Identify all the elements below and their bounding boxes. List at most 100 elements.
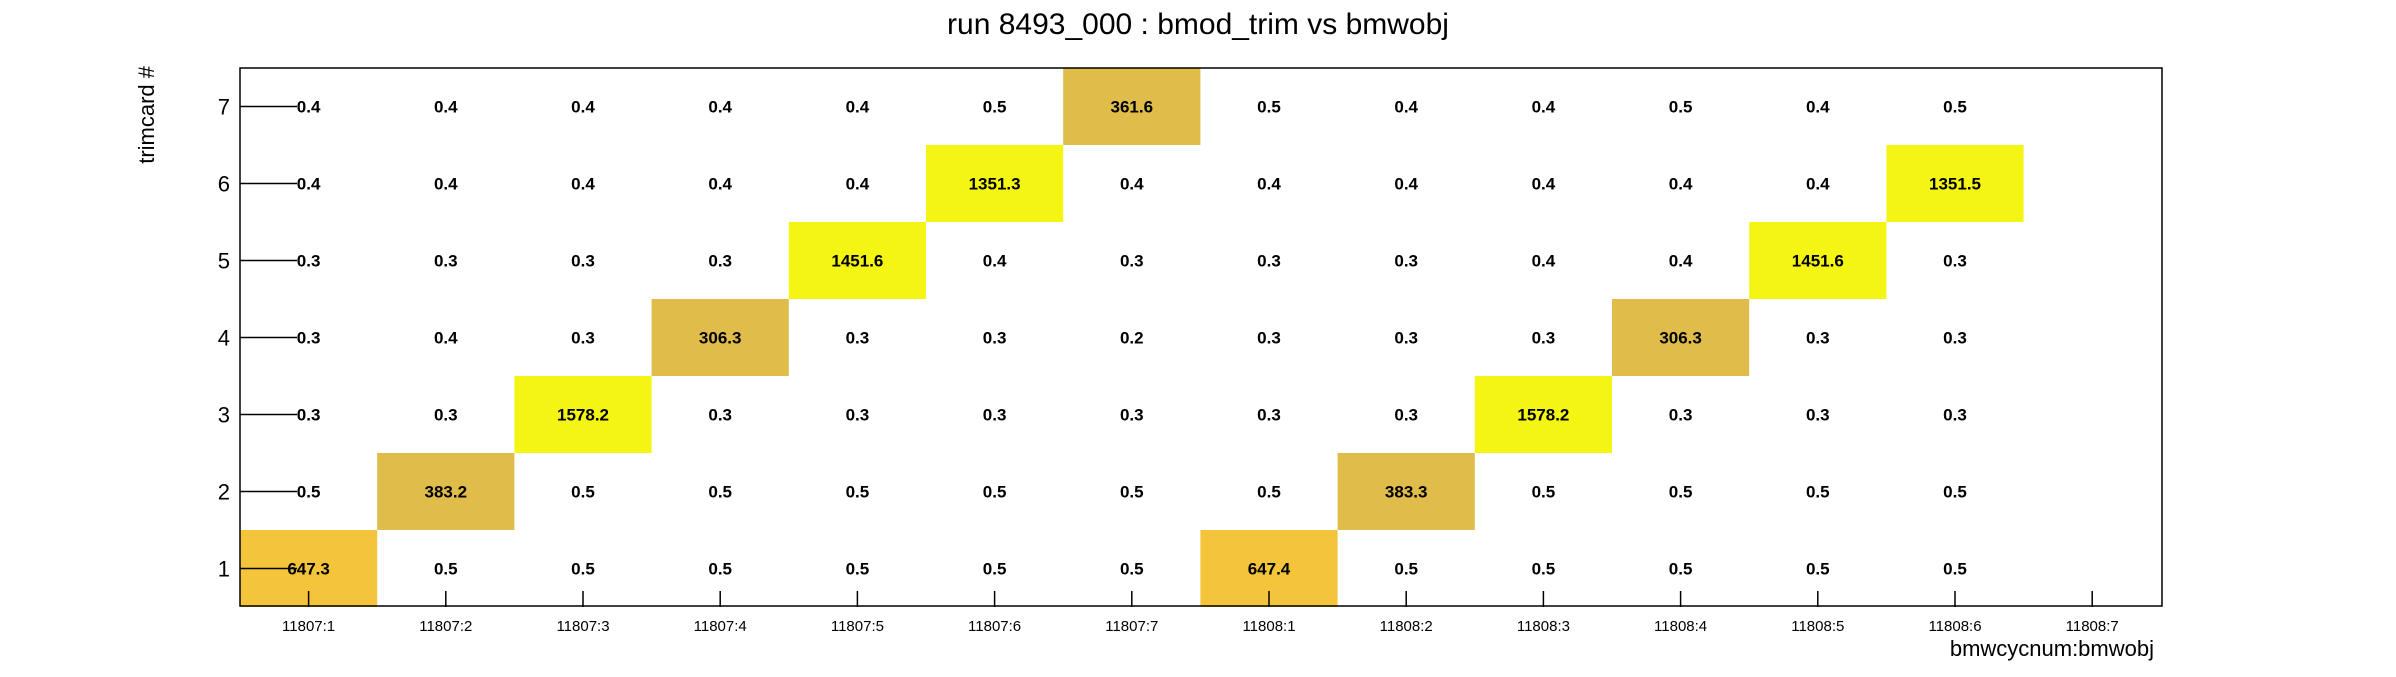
cell-value-label: 0.3 xyxy=(297,406,321,425)
cell-value-label: 0.2 xyxy=(1120,329,1144,348)
cell-value-label: 0.3 xyxy=(983,406,1007,425)
cell-value-label: 0.3 xyxy=(571,252,595,271)
cell-value-label: 0.3 xyxy=(1257,406,1281,425)
cell-value-label: 0.5 xyxy=(1394,560,1418,579)
cell-value-label: 0.5 xyxy=(983,483,1007,502)
cell-value-label: 0.3 xyxy=(1394,329,1418,348)
heatmap-cell xyxy=(926,145,1064,222)
cell-value-label: 0.5 xyxy=(1943,560,1967,579)
cell-labels-layer: 0.4 0.4 0.4 0.4 0.4 0.5 361.6 0.5 0.4 0.4 0.5 0.4 0.… xyxy=(287,98,1981,579)
heatmap-cell xyxy=(377,453,515,530)
x-axis-title: bmwcycnum:bmwobj xyxy=(1950,636,2154,661)
cell-value-label: 0.3 xyxy=(297,252,321,271)
cell-value-label: 0.4 xyxy=(1806,175,1830,194)
heatmap-cell xyxy=(788,222,926,299)
cell-value-label: 0.4 xyxy=(434,98,458,117)
cell-value-label: 361.6 xyxy=(1111,98,1154,117)
cell-value-label: 0.5 xyxy=(1669,483,1693,502)
cell-value-label: 306.3 xyxy=(1659,329,1702,348)
cell-value-label: 0.5 xyxy=(1120,560,1144,579)
heatmap-cell xyxy=(1749,222,1887,299)
y-tick-label: 7 xyxy=(218,95,230,120)
cell-value-label: 0.3 xyxy=(1532,329,1556,348)
cell-value-label: 0.4 xyxy=(1394,175,1418,194)
x-tick-label: 11807:7 xyxy=(1105,618,1158,635)
y-tick-label: 5 xyxy=(218,249,230,274)
cell-value-label: 0.3 xyxy=(708,406,732,425)
cell-value-label: 0.3 xyxy=(297,329,321,348)
heatmap-cell xyxy=(1886,145,2024,222)
cell-value-label: 0.4 xyxy=(297,98,321,117)
cell-value-label: 0.4 xyxy=(1669,175,1693,194)
cell-value-label: 0.5 xyxy=(1120,483,1144,502)
x-tick-label: 11808:2 xyxy=(1380,618,1433,635)
y-tick-label: 1 xyxy=(218,557,230,582)
cell-value-label: 0.4 xyxy=(846,175,870,194)
cell-value-label: 1351.5 xyxy=(1929,175,1981,194)
cell-value-label: 647.4 xyxy=(1248,560,1291,579)
heatmap-cell xyxy=(1337,453,1475,530)
x-tick-label: 11808:7 xyxy=(2066,618,2119,635)
x-tick-label: 11807:3 xyxy=(556,618,609,635)
cell-value-label: 0.3 xyxy=(1394,252,1418,271)
cell-value-label: 0.3 xyxy=(1257,252,1281,271)
cell-value-label: 0.5 xyxy=(571,483,595,502)
cell-value-label: 0.3 xyxy=(1943,329,1967,348)
cell-value-label: 0.4 xyxy=(846,98,870,117)
x-tick-label: 11807:6 xyxy=(968,618,1021,635)
x-tick-label: 11808:4 xyxy=(1654,618,1707,635)
cell-value-label: 0.5 xyxy=(708,560,732,579)
cell-value-label: 0.4 xyxy=(1394,98,1418,117)
cell-value-label: 0.5 xyxy=(1532,560,1556,579)
cell-value-label: 0.3 xyxy=(1943,252,1967,271)
y-tick-label: 3 xyxy=(218,403,230,428)
cell-value-label: 1451.6 xyxy=(831,252,883,271)
cell-value-label: 0.5 xyxy=(1257,98,1281,117)
cell-value-label: 0.5 xyxy=(983,560,1007,579)
cell-value-label: 1578.2 xyxy=(1517,406,1569,425)
cell-value-label: 0.3 xyxy=(846,406,870,425)
cell-value-label: 0.5 xyxy=(1806,560,1830,579)
y-tick-label: 2 xyxy=(218,480,230,505)
cell-value-label: 0.5 xyxy=(1669,560,1693,579)
cell-value-label: 0.4 xyxy=(1532,98,1556,117)
cell-value-label: 0.4 xyxy=(297,175,321,194)
cell-value-label: 0.3 xyxy=(1257,329,1281,348)
cell-value-label: 0.4 xyxy=(1532,252,1556,271)
cell-value-label: 0.5 xyxy=(846,483,870,502)
cell-value-label: 0.3 xyxy=(1394,406,1418,425)
cell-value-label: 0.4 xyxy=(708,98,732,117)
cell-value-label: 0.5 xyxy=(297,483,321,502)
x-tick-label: 11807:2 xyxy=(419,618,472,635)
cell-value-label: 0.4 xyxy=(434,175,458,194)
chart-title: run 8493_000 : bmod_trim vs bmwobj xyxy=(947,8,1449,41)
cell-value-label: 0.5 xyxy=(1806,483,1830,502)
cell-value-label: 0.3 xyxy=(708,252,732,271)
x-tick-label: 11808:1 xyxy=(1242,618,1295,635)
cell-value-label: 0.5 xyxy=(1257,483,1281,502)
x-tick-label: 11808:6 xyxy=(1928,618,1981,635)
cell-value-label: 0.3 xyxy=(1806,406,1830,425)
cell-value-label: 0.3 xyxy=(1120,406,1144,425)
heatmap-cell xyxy=(514,376,652,453)
cell-value-label: 383.2 xyxy=(425,483,468,502)
cell-value-label: 0.4 xyxy=(1806,98,1830,117)
y-tick-label: 4 xyxy=(218,326,230,351)
cell-value-label: 0.5 xyxy=(983,98,1007,117)
x-tick-label: 11807:5 xyxy=(831,618,884,635)
cell-value-label: 647.3 xyxy=(287,560,330,579)
cell-value-label: 0.4 xyxy=(1669,252,1693,271)
cell-value-label: 0.3 xyxy=(1806,329,1830,348)
cell-value-label: 0.4 xyxy=(434,329,458,348)
cell-value-label: 0.3 xyxy=(1120,252,1144,271)
x-tick-label: 11807:1 xyxy=(282,618,335,635)
y-axis-title: trimcard # xyxy=(134,65,159,164)
cell-value-label: 383.3 xyxy=(1385,483,1428,502)
cell-value-label: 0.3 xyxy=(434,252,458,271)
cell-value-label: 0.5 xyxy=(846,560,870,579)
heatmap-cell xyxy=(651,299,789,376)
cell-value-label: 0.4 xyxy=(571,175,595,194)
x-tick-label: 11808:3 xyxy=(1517,618,1570,635)
